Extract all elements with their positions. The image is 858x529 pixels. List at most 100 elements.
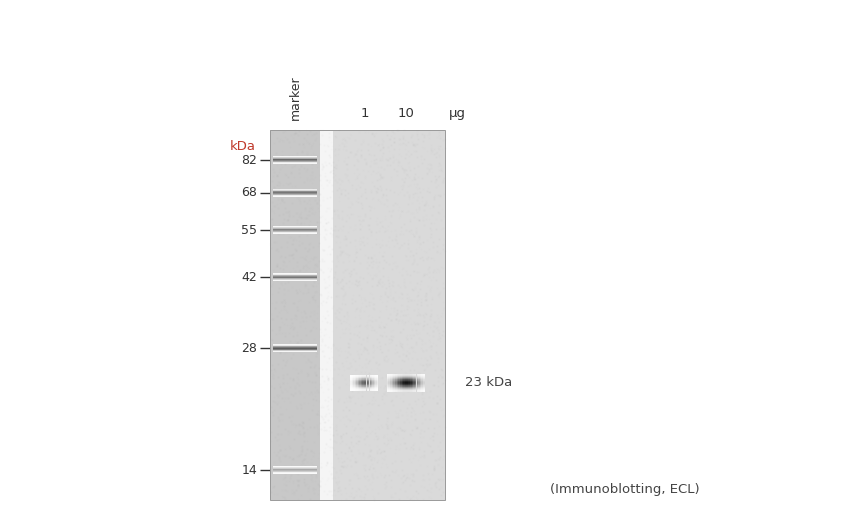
Bar (407, 385, 408, 386)
Bar (415, 385, 416, 386)
Bar (402, 380, 403, 381)
Bar (395, 384, 396, 385)
Bar (354, 377, 356, 378)
Bar (368, 379, 370, 381)
Bar (374, 387, 375, 388)
Bar (352, 389, 353, 390)
Bar (390, 378, 392, 379)
Bar (368, 377, 370, 378)
Bar (412, 375, 414, 376)
Bar (273, 156, 317, 157)
Bar (374, 383, 375, 384)
Bar (366, 383, 368, 384)
Bar (370, 389, 371, 390)
Bar (415, 382, 416, 384)
Bar (403, 380, 405, 381)
Bar (402, 381, 403, 382)
Bar (416, 381, 418, 382)
Bar (362, 378, 364, 379)
Bar (374, 389, 375, 390)
Bar (407, 384, 408, 385)
Bar (394, 386, 395, 387)
Bar (352, 378, 353, 379)
Bar (354, 385, 356, 387)
Bar (400, 378, 402, 379)
Bar (376, 379, 377, 380)
Bar (396, 380, 398, 381)
Bar (356, 377, 358, 378)
Bar (356, 382, 358, 383)
Bar (389, 390, 390, 391)
Bar (416, 375, 418, 376)
Bar (371, 379, 372, 380)
Bar (392, 380, 393, 381)
Bar (421, 387, 423, 388)
Bar (400, 375, 402, 376)
Bar (408, 388, 410, 389)
Bar (273, 189, 317, 190)
Bar (421, 390, 423, 391)
Bar (387, 381, 389, 382)
Bar (407, 382, 408, 384)
Bar (396, 381, 398, 382)
Bar (352, 376, 353, 377)
Bar (416, 388, 418, 389)
Bar (421, 377, 423, 378)
Bar (350, 377, 352, 378)
Bar (402, 386, 403, 387)
Bar (270, 130, 445, 500)
Bar (273, 471, 317, 472)
Bar (376, 386, 377, 387)
Bar (368, 384, 370, 385)
Bar (423, 377, 425, 378)
Bar (408, 386, 410, 387)
Bar (358, 376, 360, 377)
Bar (350, 386, 352, 387)
Bar (377, 376, 378, 377)
Bar (368, 381, 370, 382)
Bar (273, 228, 317, 229)
Bar (412, 382, 414, 384)
Bar (416, 379, 418, 380)
Bar (362, 380, 364, 381)
Bar (356, 378, 358, 379)
Bar (408, 375, 410, 376)
Bar (374, 381, 375, 382)
Bar (273, 275, 317, 276)
Bar (352, 381, 353, 382)
Bar (390, 382, 392, 384)
Bar (356, 388, 358, 389)
Bar (389, 378, 390, 379)
Bar (396, 387, 398, 388)
Bar (415, 388, 416, 389)
Bar (412, 386, 414, 387)
Bar (400, 375, 402, 376)
Bar (408, 386, 410, 387)
Bar (408, 389, 410, 390)
Bar (350, 389, 352, 390)
Bar (416, 378, 418, 379)
Bar (371, 376, 372, 377)
Bar (396, 379, 398, 380)
Bar (394, 378, 395, 379)
Bar (415, 390, 416, 391)
Bar (421, 382, 423, 384)
Bar (392, 387, 393, 388)
Bar (398, 390, 400, 391)
Bar (360, 389, 362, 390)
Bar (416, 377, 418, 378)
Bar (354, 376, 356, 377)
Bar (368, 380, 370, 381)
Bar (370, 379, 371, 380)
Bar (273, 192, 317, 193)
Bar (392, 384, 393, 385)
Bar (353, 388, 354, 389)
Bar (360, 385, 362, 386)
Bar (371, 384, 372, 385)
Bar (273, 351, 317, 352)
Bar (395, 375, 396, 376)
Bar (371, 384, 372, 385)
Bar (392, 379, 393, 380)
Bar (418, 375, 420, 376)
Bar (350, 379, 352, 381)
